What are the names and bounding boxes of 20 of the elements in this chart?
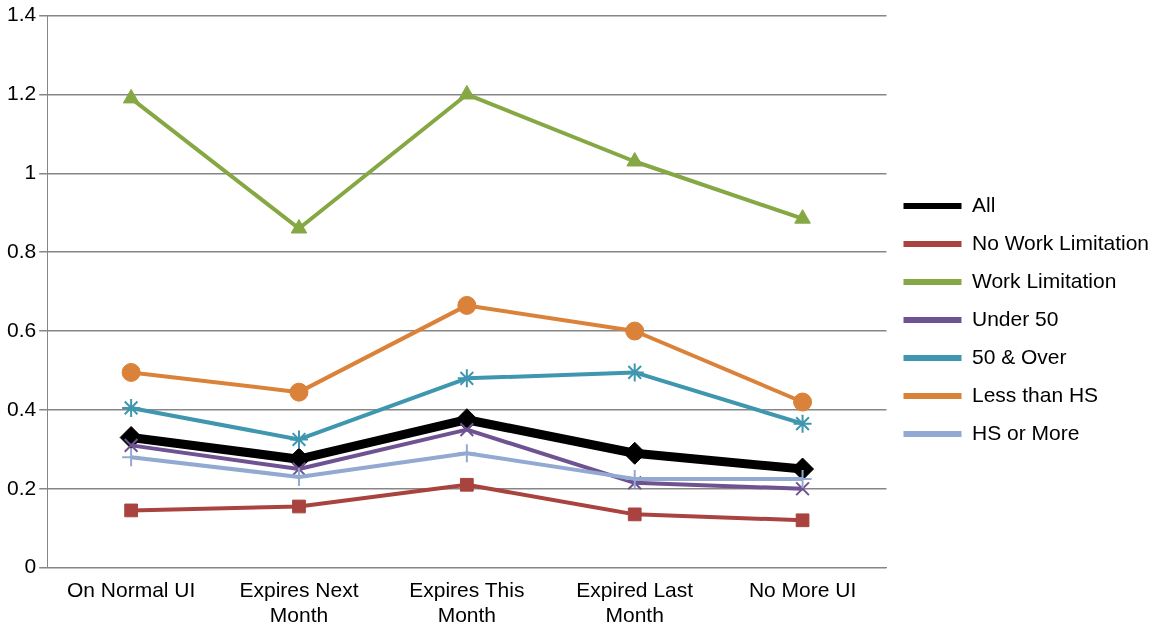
- y-tick-label: 0.6: [6, 317, 37, 341]
- legend-label: No Work Limitation: [972, 230, 1150, 254]
- legend-label: Less than HS: [972, 382, 1099, 406]
- legend-label: All: [972, 192, 996, 216]
- y-tick-label: 0: [24, 554, 37, 578]
- y-tick-label: 1.2: [6, 81, 37, 105]
- legend-label: 50 & Over: [972, 344, 1067, 368]
- y-tick-label: 1.4: [6, 2, 37, 26]
- x-tick-label: On Normal UI: [66, 578, 196, 601]
- legend-label: Under 50: [972, 306, 1059, 330]
- y-tick-label: 0.4: [6, 396, 37, 420]
- x-tick-label: Expires This Month: [409, 578, 525, 627]
- x-tick-label: Expired Last Month: [576, 578, 694, 627]
- y-tick-label: 0.8: [6, 238, 37, 262]
- y-tick-label: 0.2: [6, 475, 37, 499]
- legend-label: Work Limitation: [972, 268, 1117, 292]
- x-tick-label: Expires Next Month: [239, 578, 359, 627]
- y-tick-label: 1: [24, 160, 37, 184]
- x-tick-label: No More UI: [748, 578, 857, 601]
- legend-label: HS or More: [972, 420, 1080, 444]
